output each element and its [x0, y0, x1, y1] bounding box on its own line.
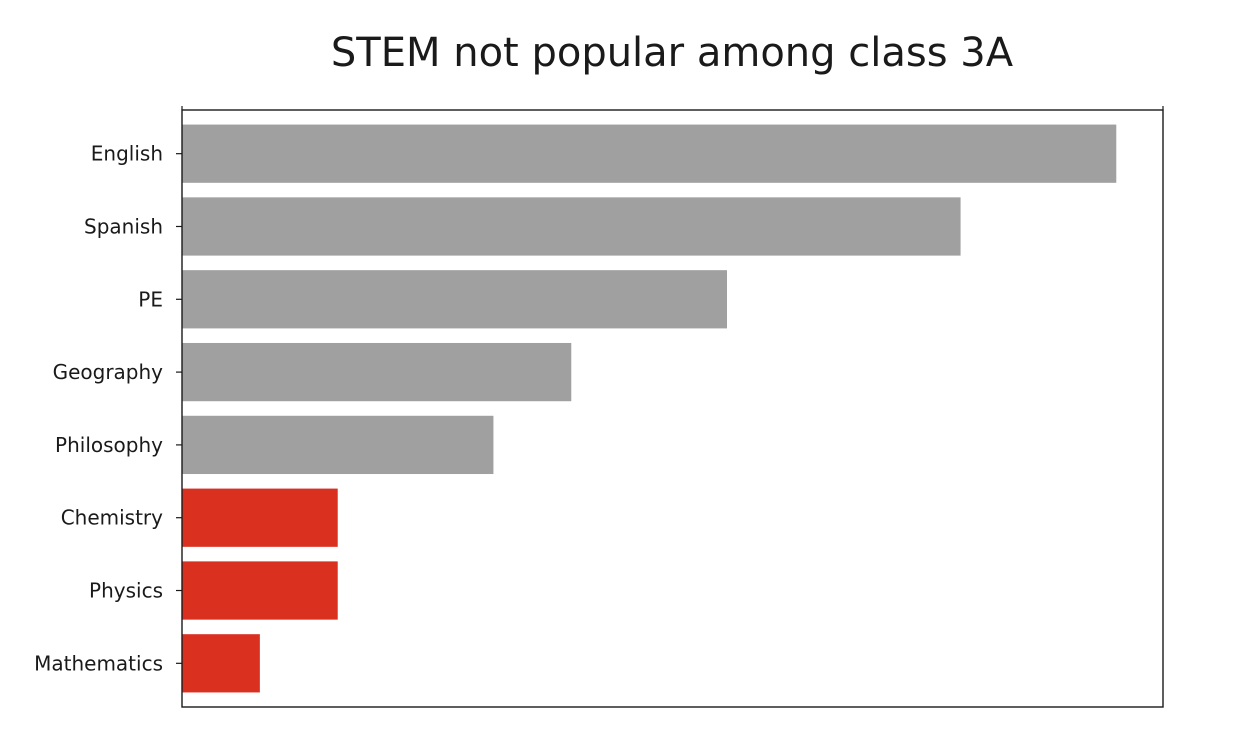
bar-mathematics: [182, 634, 260, 693]
y-tick-label: Physics: [89, 579, 163, 603]
y-tick-label: Mathematics: [34, 651, 163, 675]
bar-english: [182, 124, 1117, 183]
bar-spanish: [182, 197, 961, 256]
bar-geography: [182, 342, 572, 402]
bar-physics: [182, 561, 338, 620]
bar-pe: [182, 270, 727, 329]
y-tick-label: Spanish: [84, 214, 163, 238]
bar-philosophy: [182, 415, 494, 475]
y-tick-label: PE: [138, 287, 163, 311]
y-axis-ticks: English Spanish PE Geography Philosophy Chemi…: [34, 106, 1164, 675]
y-tick-label: Philosophy: [55, 433, 163, 457]
bar-chemistry: [182, 488, 338, 547]
chart-title: STEM not popular among class 3A: [331, 30, 1014, 76]
bars-layer: [182, 124, 1117, 693]
y-tick-label: English: [91, 142, 163, 166]
axes-frame: [181, 109, 1164, 708]
y-tick-label: Geography: [53, 360, 164, 384]
y-tick-label: Chemistry: [61, 506, 163, 530]
